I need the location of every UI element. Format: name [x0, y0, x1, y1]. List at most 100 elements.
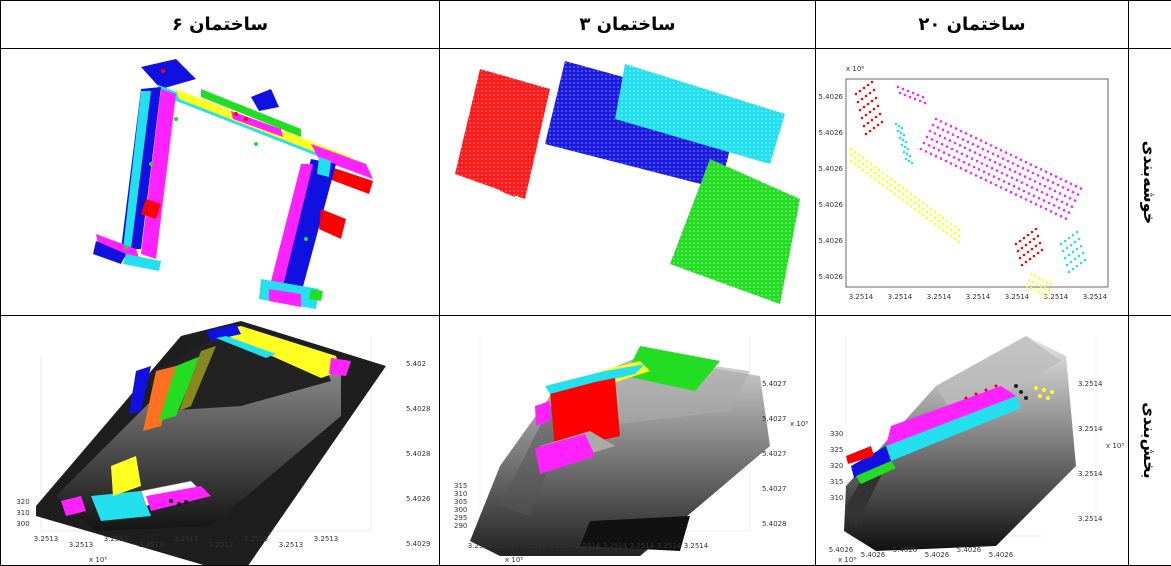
scatter-point — [953, 141, 957, 145]
scatter-point — [1013, 170, 1017, 174]
x-tick-label: 3.2513 — [209, 541, 234, 549]
scatter-point — [1044, 207, 1048, 211]
scatter-point — [1025, 284, 1029, 288]
scatter-point — [911, 91, 915, 95]
scatter-point — [981, 147, 985, 151]
scatter-point — [1016, 164, 1020, 168]
z-tick-label: 320 — [830, 462, 843, 470]
scatter-point — [899, 131, 903, 135]
y-tick-label: 5.4028 — [406, 405, 431, 413]
scatter-point — [878, 112, 882, 116]
scatter-point — [849, 159, 853, 163]
scatter-point — [901, 198, 905, 202]
scatter-point — [870, 80, 874, 84]
scatter-point — [1009, 153, 1013, 157]
scatter-point — [928, 129, 932, 133]
scatter-point — [898, 136, 902, 140]
b20-cluster-x-ticks: 3.2514 3.2514 3.2514 3.2514 3.2514 3.2514 3.25… — [849, 293, 1108, 301]
y-tick-label: 5.4026 — [819, 129, 844, 137]
scatter-point — [999, 148, 1003, 152]
row-label-clustering: خوشه‌بندی — [1128, 49, 1171, 315]
scatter-point — [894, 122, 898, 126]
x-tick-label: 5.4026 — [925, 551, 950, 559]
scatter-point — [1029, 272, 1033, 276]
scatter-point — [857, 159, 861, 163]
x-tick-label: 3.2513 — [314, 535, 339, 543]
scatter-point — [1070, 205, 1074, 208]
x-tick-label: 3.2514 — [495, 542, 520, 550]
scatter-point — [862, 105, 866, 109]
scatter-point — [1083, 258, 1087, 262]
scatter-point — [1033, 288, 1037, 292]
x-tick-label: 3.2514 — [522, 542, 547, 550]
scatter-point — [1016, 249, 1020, 253]
scatter-point — [873, 165, 877, 169]
b3-seg-x-exponent: x 10⁵ — [505, 556, 523, 564]
scatter-point — [1058, 192, 1062, 195]
scatter-point — [1028, 257, 1032, 261]
scatter-point — [925, 204, 929, 208]
y-tick-label: 3.2514 — [1078, 515, 1103, 523]
scatter-point — [986, 150, 990, 153]
scatter-point — [1033, 180, 1037, 183]
scatter-point — [1079, 261, 1083, 265]
scatter-point — [877, 174, 881, 178]
y-tick-label: 5.4026 — [406, 495, 431, 503]
scatter-point — [1059, 242, 1063, 246]
scatter-point — [1047, 201, 1051, 205]
scatter-point — [937, 225, 941, 229]
scatter-point — [993, 160, 997, 164]
scatter-point — [897, 124, 901, 128]
y-tick-label: 3.2514 — [1078, 380, 1103, 388]
scatter-point — [929, 219, 933, 223]
scatter-point — [1044, 170, 1048, 174]
scatter-point — [943, 136, 947, 140]
column-header-building-3: ساختمان ۳ — [579, 13, 676, 35]
scatter-point — [944, 122, 948, 126]
y-tick-label: 5.4027 — [762, 485, 787, 493]
scatter-point — [1062, 208, 1066, 212]
scatter-point — [932, 146, 936, 150]
scatter-point — [962, 160, 966, 164]
scatter-point — [1017, 187, 1021, 190]
x-tick-label: 3.2514 — [927, 293, 952, 301]
scatter-point — [869, 174, 873, 178]
x-tick-label: 3.2513 — [104, 535, 129, 543]
scatter-point — [1075, 264, 1079, 268]
y-tick-label: 3.2514 — [1078, 425, 1103, 433]
scatter-point — [1056, 183, 1060, 187]
b6-seg-x-exponent: x 10⁵ — [89, 556, 107, 564]
scatter-point — [866, 83, 870, 87]
scatter-point — [1041, 176, 1045, 180]
scatter-point — [909, 204, 913, 208]
scatter-point — [1021, 166, 1025, 170]
scatter-point — [941, 222, 945, 226]
scatter-point — [870, 118, 874, 122]
scatter-point — [866, 102, 870, 106]
column-header-building-6: ساختمان ۶ — [171, 13, 269, 35]
x-tick-label: 3.2514 — [966, 293, 991, 301]
x-tick-label: 3.2513 — [244, 535, 269, 543]
scatter-point — [922, 141, 926, 145]
scatter-point — [923, 101, 927, 105]
scatter-point — [957, 228, 961, 232]
scatter-point — [1030, 186, 1034, 189]
scatter-point — [1039, 284, 1043, 288]
scatter-point — [881, 183, 885, 187]
scatter-point — [917, 198, 921, 202]
b3-seg-y-ticks: 5.4027 5.4027 5.4027 5.4027 5.4028 — [762, 380, 787, 528]
b20-seg-x-ticks: 5.4026 5.4026 5.4026 5.4026 5.4026 5.4026 — [829, 546, 1014, 559]
scatter-point — [1014, 156, 1018, 159]
scatter-point — [900, 126, 904, 130]
x-tick-label: 3.2514 — [888, 293, 913, 301]
scatter-point — [952, 156, 956, 159]
scatter-point — [862, 124, 866, 128]
b3-seg-x-ticks: 3.2514 3.2514 3.2514 3.2514 3.2514 3.2514 3.25… — [468, 542, 709, 550]
scatter-point — [1022, 253, 1026, 257]
scatter-point — [929, 152, 933, 156]
scatter-point — [874, 96, 878, 100]
scatter-point — [907, 159, 911, 163]
z-tick-label: 315 — [454, 482, 467, 490]
scatter-point — [856, 100, 860, 104]
